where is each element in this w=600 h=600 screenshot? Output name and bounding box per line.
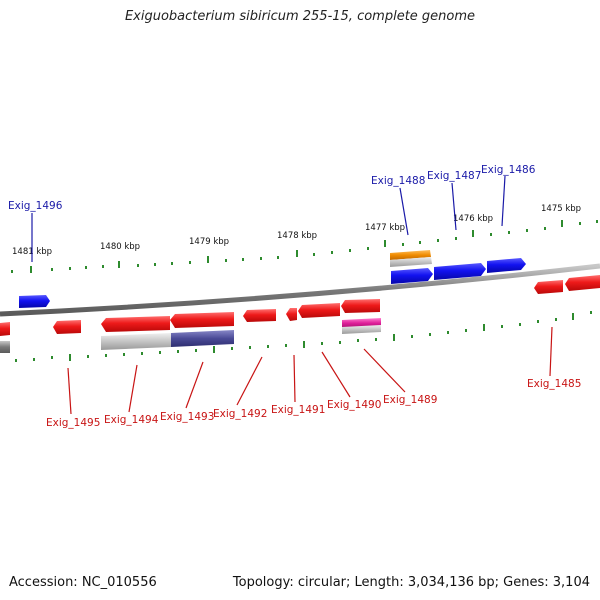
reverse-gene-labels: Exig_1495 Exig_1494 Exig_1493 Exig_1492 …: [46, 378, 581, 429]
feature-grey-1494[interactable]: [101, 333, 171, 350]
feature-grey-1488[interactable]: [390, 257, 432, 267]
genome-backbone: [0, 263, 600, 317]
gene-label-exig-1487[interactable]: Exig_1487: [427, 170, 481, 182]
forward-genes: [19, 250, 526, 308]
gene-exig-1495[interactable]: [53, 320, 81, 334]
forward-label-lines: [31, 175, 506, 262]
backbone-stub-left: [0, 341, 10, 353]
gene-label-exig-1489[interactable]: Exig_1489: [383, 394, 437, 406]
gene-exig-1486[interactable]: [487, 258, 526, 273]
kbp-label: 1477 kbp: [365, 223, 405, 233]
gene-label-exig-1495[interactable]: Exig_1495: [46, 417, 100, 429]
gene-label-exig-1494[interactable]: Exig_1494: [104, 414, 159, 426]
gene-exig-1494[interactable]: [101, 316, 170, 332]
gene-partial-left[interactable]: [0, 322, 10, 336]
reverse-label-lines: [67, 326, 553, 415]
gene-exig-1491[interactable]: [286, 308, 297, 321]
gene-label-exig-1485[interactable]: Exig_1485: [527, 378, 581, 390]
gene-exig-1492[interactable]: [243, 309, 276, 322]
gene-label-exig-1492[interactable]: Exig_1492: [213, 408, 267, 420]
gene-label-exig-1496[interactable]: Exig_1496: [8, 200, 63, 212]
gene-label-exig-1491[interactable]: Exig_1491: [271, 404, 325, 416]
gene-partial-right[interactable]: [565, 275, 600, 291]
gene-label-exig-1490[interactable]: Exig_1490: [327, 399, 381, 411]
forward-tick-row: [11, 220, 598, 273]
kbp-label: 1479 kbp: [189, 237, 229, 247]
gene-exig-1487[interactable]: [434, 263, 486, 280]
kbp-label: 1476 kbp: [453, 214, 493, 224]
gene-label-exig-1493[interactable]: Exig_1493: [160, 411, 214, 423]
reverse-genes: [0, 275, 600, 350]
feature-orange[interactable]: [390, 250, 431, 260]
kbp-label: 1475 kbp: [541, 204, 581, 214]
accession-text: Accession: NC_010556: [9, 575, 157, 590]
gene-exig-1490[interactable]: [298, 303, 340, 318]
gene-exig-1496[interactable]: [19, 295, 50, 308]
gene-exig-1489[interactable]: [341, 299, 380, 313]
gene-exig-1485[interactable]: [534, 280, 563, 294]
feature-grey-1489[interactable]: [342, 325, 381, 334]
feature-purple-1493[interactable]: [171, 330, 234, 347]
topology-text: Topology: circular; Length: 3,034,136 bp…: [232, 575, 590, 590]
kbp-label: 1478 kbp: [277, 231, 317, 241]
gene-exig-1493[interactable]: [170, 312, 234, 328]
gene-exig-1488[interactable]: [391, 268, 433, 284]
gene-label-exig-1488[interactable]: Exig_1488: [371, 175, 425, 187]
map-title: Exiguobacterium sibiricum 255-15, comple…: [124, 9, 476, 24]
kbp-label: 1480 kbp: [100, 242, 140, 252]
forward-gene-labels: Exig_1496 Exig_1488 Exig_1487 Exig_1486: [8, 164, 536, 212]
gene-label-exig-1486[interactable]: Exig_1486: [481, 164, 536, 176]
kbp-labels: 1481 kbp 1480 kbp 1479 kbp 1478 kbp 1477…: [12, 204, 581, 257]
reverse-tick-row: [15, 311, 592, 362]
